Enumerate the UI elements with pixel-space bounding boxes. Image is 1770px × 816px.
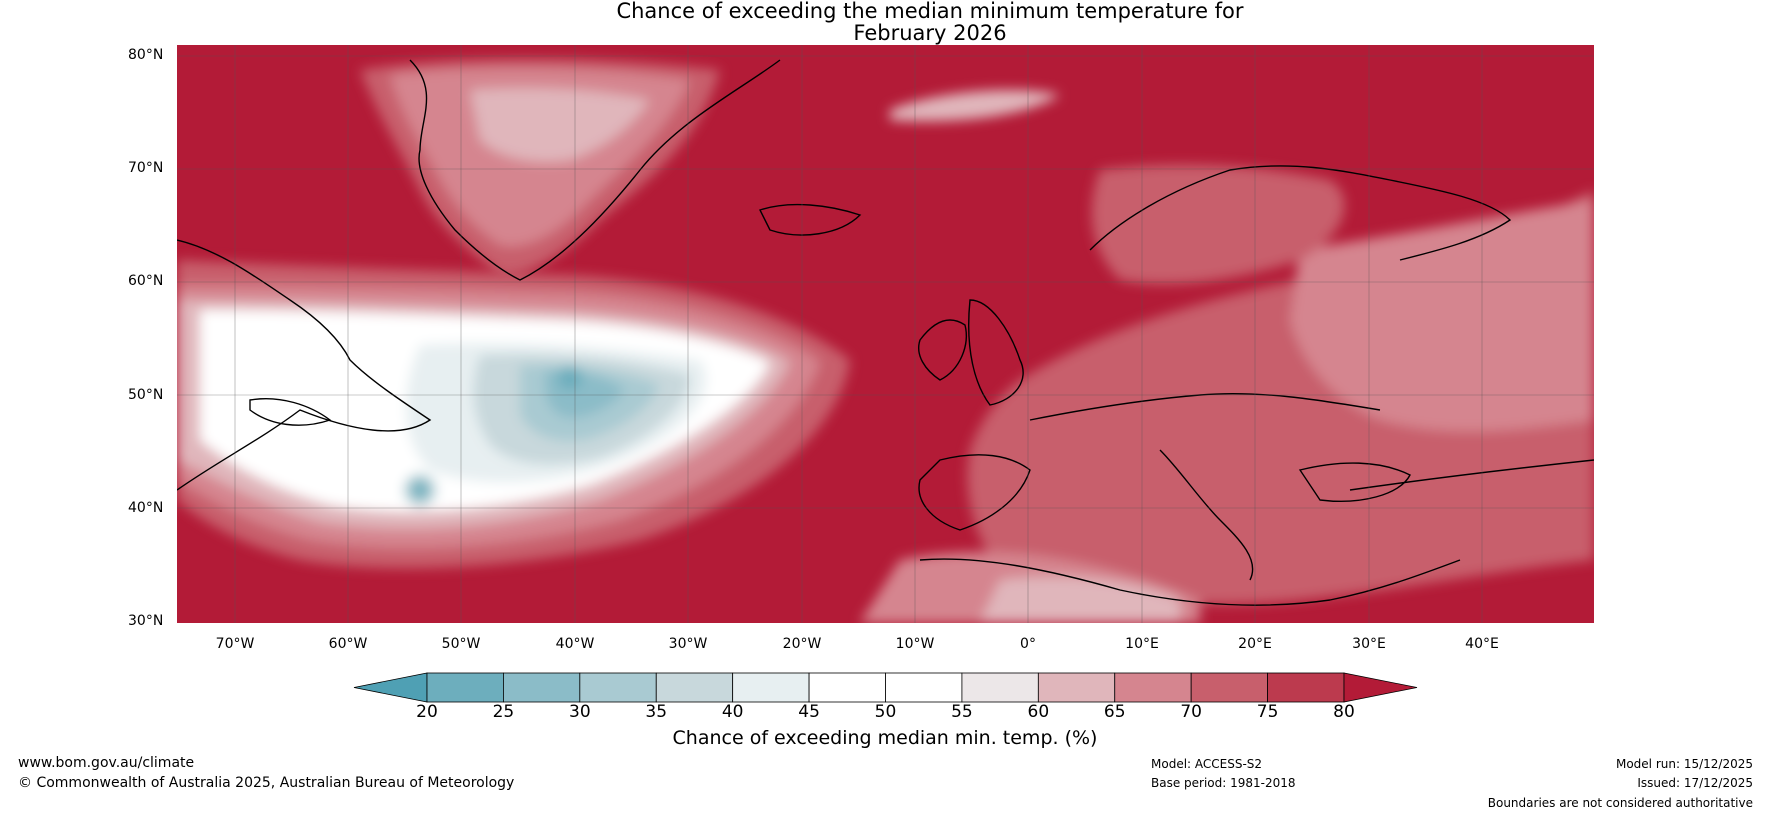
colorbar-segment bbox=[732, 672, 810, 703]
map-title-line1: Chance of exceeding the median minimum t… bbox=[616, 0, 1244, 23]
colorbar-segment bbox=[579, 672, 657, 703]
lon-label: 0° bbox=[1020, 636, 1036, 652]
lon-label: 70°W bbox=[215, 636, 255, 652]
coastlines bbox=[177, 59, 1594, 606]
colorbar-tick-label: 25 bbox=[492, 702, 515, 722]
colorbar-segment bbox=[1037, 672, 1116, 703]
colorbar-extend-low bbox=[353, 672, 428, 703]
atlantic-cold-region bbox=[177, 260, 850, 569]
lat-label: 70°N bbox=[128, 160, 164, 176]
disclaimer: Boundaries are not considered authoritat… bbox=[1487, 796, 1753, 810]
colorbar-tick-label: 20 bbox=[416, 702, 438, 722]
colorbar-tick-label: 75 bbox=[1256, 702, 1279, 722]
lat-label: 30°N bbox=[128, 613, 164, 629]
colorbar-tick-label: 35 bbox=[645, 702, 668, 722]
lon-label: 20°E bbox=[1238, 636, 1272, 652]
colorbar-tick-label: 65 bbox=[1103, 702, 1126, 722]
lon-label: 20°W bbox=[782, 636, 822, 652]
colorbar-segment bbox=[655, 672, 734, 703]
issued-date: Issued: 17/12/2025 bbox=[1637, 776, 1753, 790]
colorbar-segment bbox=[426, 672, 504, 703]
graticule bbox=[177, 45, 1594, 623]
lon-label: 40°W bbox=[555, 636, 595, 652]
lat-label: 50°N bbox=[128, 387, 164, 403]
greenland-region bbox=[360, 58, 720, 276]
colorbar-segment bbox=[808, 672, 886, 703]
colorbar-segment bbox=[503, 672, 581, 703]
colorbar-tick-label: 70 bbox=[1180, 702, 1202, 722]
lat-label: 40°N bbox=[128, 500, 164, 516]
model-run: Model run: 15/12/2025 bbox=[1615, 757, 1753, 771]
map-title-line2: February 2026 bbox=[853, 21, 1007, 45]
lon-label: 50°W bbox=[441, 636, 481, 652]
model-name: Model: ACCESS-S2 bbox=[1151, 757, 1263, 771]
colorbar-tick-label: 80 bbox=[1333, 702, 1355, 722]
europe-region bbox=[860, 90, 1594, 623]
lon-label: 10°E bbox=[1125, 636, 1159, 652]
lon-label: 40°E bbox=[1465, 636, 1499, 652]
colorbar-tick-label: 30 bbox=[569, 702, 591, 722]
lat-label: 80°N bbox=[128, 47, 164, 63]
colorbar-extend-high bbox=[1343, 672, 1418, 703]
colorbar-segment bbox=[961, 672, 1039, 703]
colorbar-label: Chance of exceeding median min. temp. (%… bbox=[672, 727, 1098, 749]
lon-label: 30°W bbox=[668, 636, 708, 652]
colorbar-tick-label: 40 bbox=[721, 702, 744, 722]
lon-label: 10°W bbox=[895, 636, 935, 652]
colorbar-segment bbox=[1190, 672, 1268, 703]
lon-label: 60°W bbox=[328, 636, 368, 652]
colorbar-tick-label: 55 bbox=[951, 702, 973, 722]
source-url: www.bom.gov.au/climate bbox=[18, 755, 195, 771]
colorbar-segment bbox=[1114, 672, 1192, 703]
colorbar-segment bbox=[1267, 672, 1345, 703]
lon-label: 30°E bbox=[1352, 636, 1386, 652]
lat-label: 60°N bbox=[128, 273, 164, 289]
colorbar-tick-label: 60 bbox=[1027, 702, 1050, 722]
colorbar-segment bbox=[885, 672, 963, 703]
colorbar-tick-label: 50 bbox=[874, 702, 897, 722]
colorbar-tick-label: 45 bbox=[798, 702, 820, 722]
base-period: Base period: 1981-2018 bbox=[1151, 776, 1296, 790]
copyright: © Commonwealth of Australia 2025, Austra… bbox=[18, 775, 515, 791]
